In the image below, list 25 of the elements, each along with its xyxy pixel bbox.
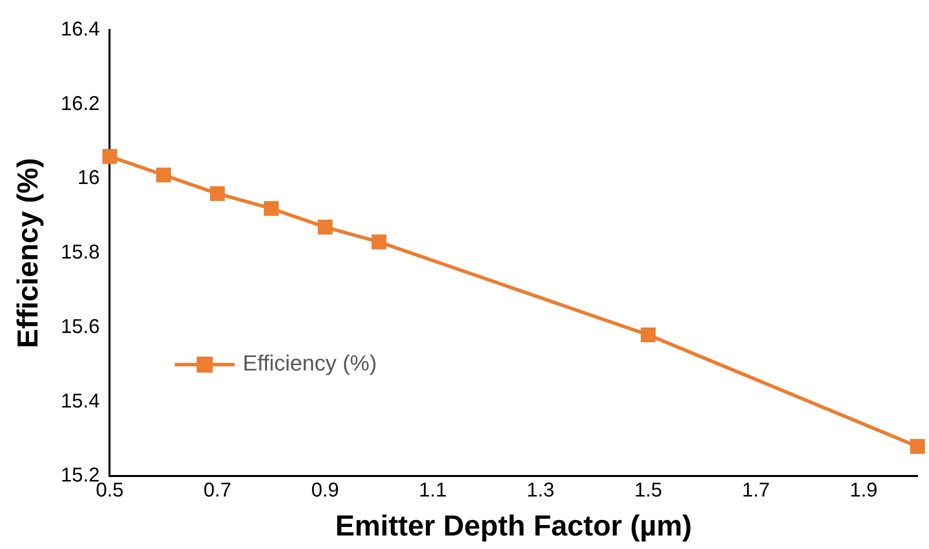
x-tick-label: 0.5 (96, 480, 124, 502)
point (102, 149, 118, 164)
point (372, 234, 386, 250)
y-tick-label: 15.8 (60, 242, 100, 264)
y-axis-title: Efficiency (%) (12, 158, 44, 348)
x-tick-label: 0.9 (311, 480, 340, 502)
x-tick-label: 1.9 (850, 480, 878, 502)
x-tick-label: 1.1 (418, 480, 447, 502)
x-axis-title: Emitter Depth Factor (µm) (335, 510, 692, 543)
y-tick-label: 15.4 (60, 390, 100, 412)
point (910, 439, 925, 454)
y-tick-label: 16 (77, 167, 100, 190)
x-tick-label: 1.5 (634, 480, 662, 502)
point (210, 186, 225, 202)
x-tick-label: 1.7 (742, 480, 770, 502)
y-tick-label: 16.2 (60, 92, 100, 115)
y-tick-label: 15.6 (60, 316, 100, 338)
legend-label: Efficiency (%) (242, 350, 377, 376)
x-tick-label: 1.3 (526, 480, 554, 502)
point (264, 201, 279, 216)
x-tick-label: 0.7 (204, 480, 232, 502)
point (318, 220, 333, 234)
y-tick-label: 16.4 (60, 18, 100, 41)
point (640, 327, 656, 342)
point (156, 168, 171, 182)
